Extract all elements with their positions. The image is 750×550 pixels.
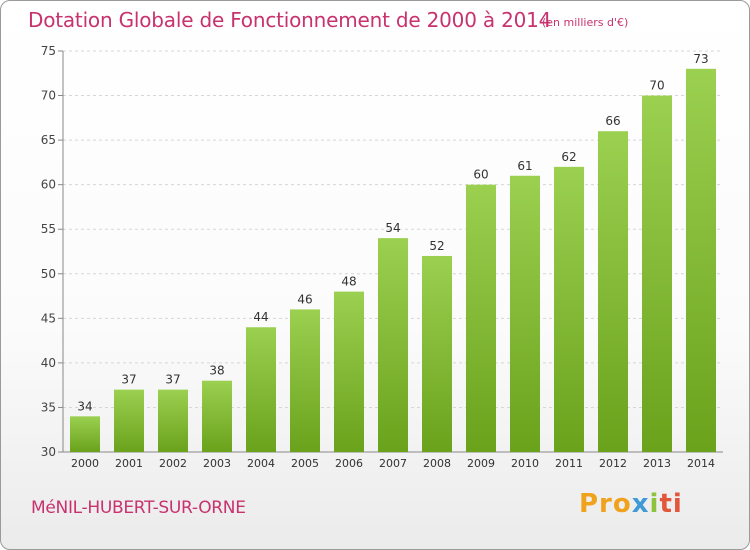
x-tick-label: 2010	[511, 457, 539, 470]
data-label: 37	[121, 373, 136, 387]
bar	[114, 389, 144, 452]
y-tick-label: 35	[41, 400, 56, 414]
data-label: 54	[385, 221, 400, 235]
y-tick-label: 65	[41, 133, 56, 147]
bar	[290, 309, 320, 452]
bar	[158, 389, 188, 452]
logo-part-1: Pro	[579, 489, 632, 519]
bar	[70, 416, 100, 452]
y-tick-label: 70	[41, 89, 56, 103]
x-tick-label: 2002	[159, 457, 187, 470]
bar	[510, 175, 540, 452]
x-tick-label: 2011	[555, 457, 583, 470]
y-tick-label: 40	[41, 356, 56, 370]
bar	[246, 327, 276, 452]
x-tick-label: 2003	[203, 457, 231, 470]
bar	[422, 255, 452, 452]
x-tick-label: 2012	[599, 457, 627, 470]
bar	[334, 291, 364, 452]
x-tick-label: 2013	[643, 457, 671, 470]
bar	[202, 380, 232, 452]
data-label: 60	[473, 168, 488, 182]
data-label: 70	[649, 79, 664, 93]
data-label: 34	[77, 399, 92, 413]
x-tick-label: 2009	[467, 457, 495, 470]
x-tick-label: 2001	[115, 457, 143, 470]
x-tick-label: 2004	[247, 457, 275, 470]
y-tick-label: 75	[41, 44, 56, 58]
x-tick-label: 2014	[687, 457, 715, 470]
data-label: 37	[165, 373, 180, 387]
chart-title: Dotation Globale de Fonctionnement de 20…	[28, 8, 552, 32]
data-label: 62	[561, 150, 576, 164]
data-label: 44	[253, 310, 268, 324]
x-tick-label: 2007	[379, 457, 407, 470]
bar	[466, 184, 496, 452]
bar	[554, 166, 584, 452]
y-tick-label: 50	[41, 267, 56, 281]
y-tick-label: 45	[41, 311, 56, 325]
data-label: 38	[209, 364, 224, 378]
x-tick-label: 2006	[335, 457, 363, 470]
data-label: 52	[429, 239, 444, 253]
logo-part-2: x	[631, 489, 650, 519]
y-tick-label: 60	[41, 178, 56, 192]
commune-name: MéNIL-HUBERT-SUR-ORNE	[31, 498, 246, 518]
y-tick-label: 55	[41, 222, 56, 236]
x-tick-label: 2008	[423, 457, 451, 470]
x-tick-label: 2000	[71, 457, 99, 470]
bar	[686, 68, 716, 453]
data-label: 46	[297, 292, 312, 306]
bar	[378, 238, 408, 452]
logo-part-3: i	[649, 489, 660, 519]
data-label: 73	[693, 52, 708, 66]
chart-unit: (en milliers d'€)	[542, 16, 629, 29]
y-tick-label: 30	[41, 445, 56, 459]
bar	[598, 131, 628, 452]
x-tick-label: 2005	[291, 457, 319, 470]
data-label: 48	[341, 275, 356, 289]
logo-part-4: ti	[659, 489, 683, 519]
data-label: 66	[605, 114, 620, 128]
proxiti-logo[interactable]: Proxiti	[579, 489, 683, 519]
bar	[642, 95, 672, 453]
data-label: 61	[517, 159, 532, 173]
